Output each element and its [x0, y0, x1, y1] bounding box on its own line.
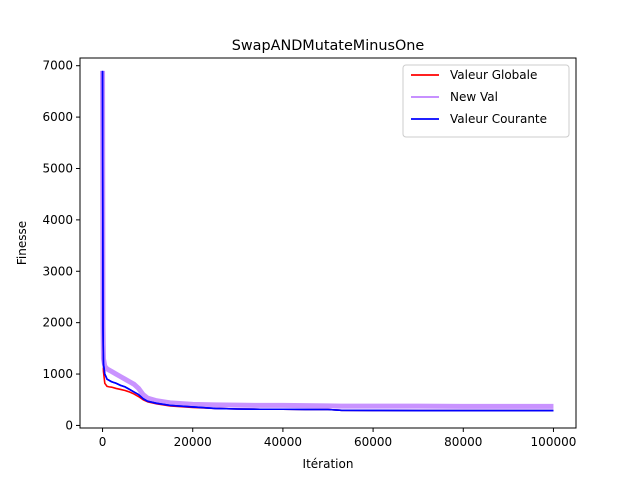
series-line-1 [100, 70, 554, 409]
x-tick-label: 100000 [531, 435, 577, 449]
x-axis-label: Itération [303, 457, 354, 471]
legend-box [402, 64, 570, 138]
y-axis: 0 1000 2000 3000 4000 5000 6000 7000 [42, 59, 80, 432]
x-tick-label: 20000 [174, 435, 212, 449]
y-tick-label: 0 [65, 418, 73, 432]
x-axis: 0 20000 40000 60000 80000 100000 [99, 428, 577, 449]
y-tick-label: 2000 [42, 316, 73, 330]
chart-title: SwapANDMutateMinusOne [232, 38, 425, 54]
legend-label-2: Valeur Courante [450, 112, 547, 126]
series-line-foreground [101, 70, 554, 412]
legend-label-0: Valeur Globale [450, 68, 537, 82]
plot-frame [79, 57, 577, 429]
y-tick-label: 7000 [42, 59, 73, 73]
y-tick-label: 1000 [42, 367, 73, 381]
y-tick-label: 5000 [42, 161, 73, 175]
legend: Valeur Globale New Val Valeur Courante [402, 64, 570, 138]
legend-label-1: New Val [450, 90, 498, 104]
x-tick-label: 40000 [264, 435, 302, 449]
x-tick-label: 0 [99, 435, 107, 449]
y-tick-label: 3000 [42, 264, 73, 278]
y-tick-label: 6000 [42, 110, 73, 124]
x-tick-label: 80000 [444, 435, 482, 449]
x-tick-label: 60000 [354, 435, 392, 449]
y-axis-label: Finesse [15, 221, 29, 265]
plot-area [100, 70, 554, 412]
y-tick-label: 4000 [42, 213, 73, 227]
